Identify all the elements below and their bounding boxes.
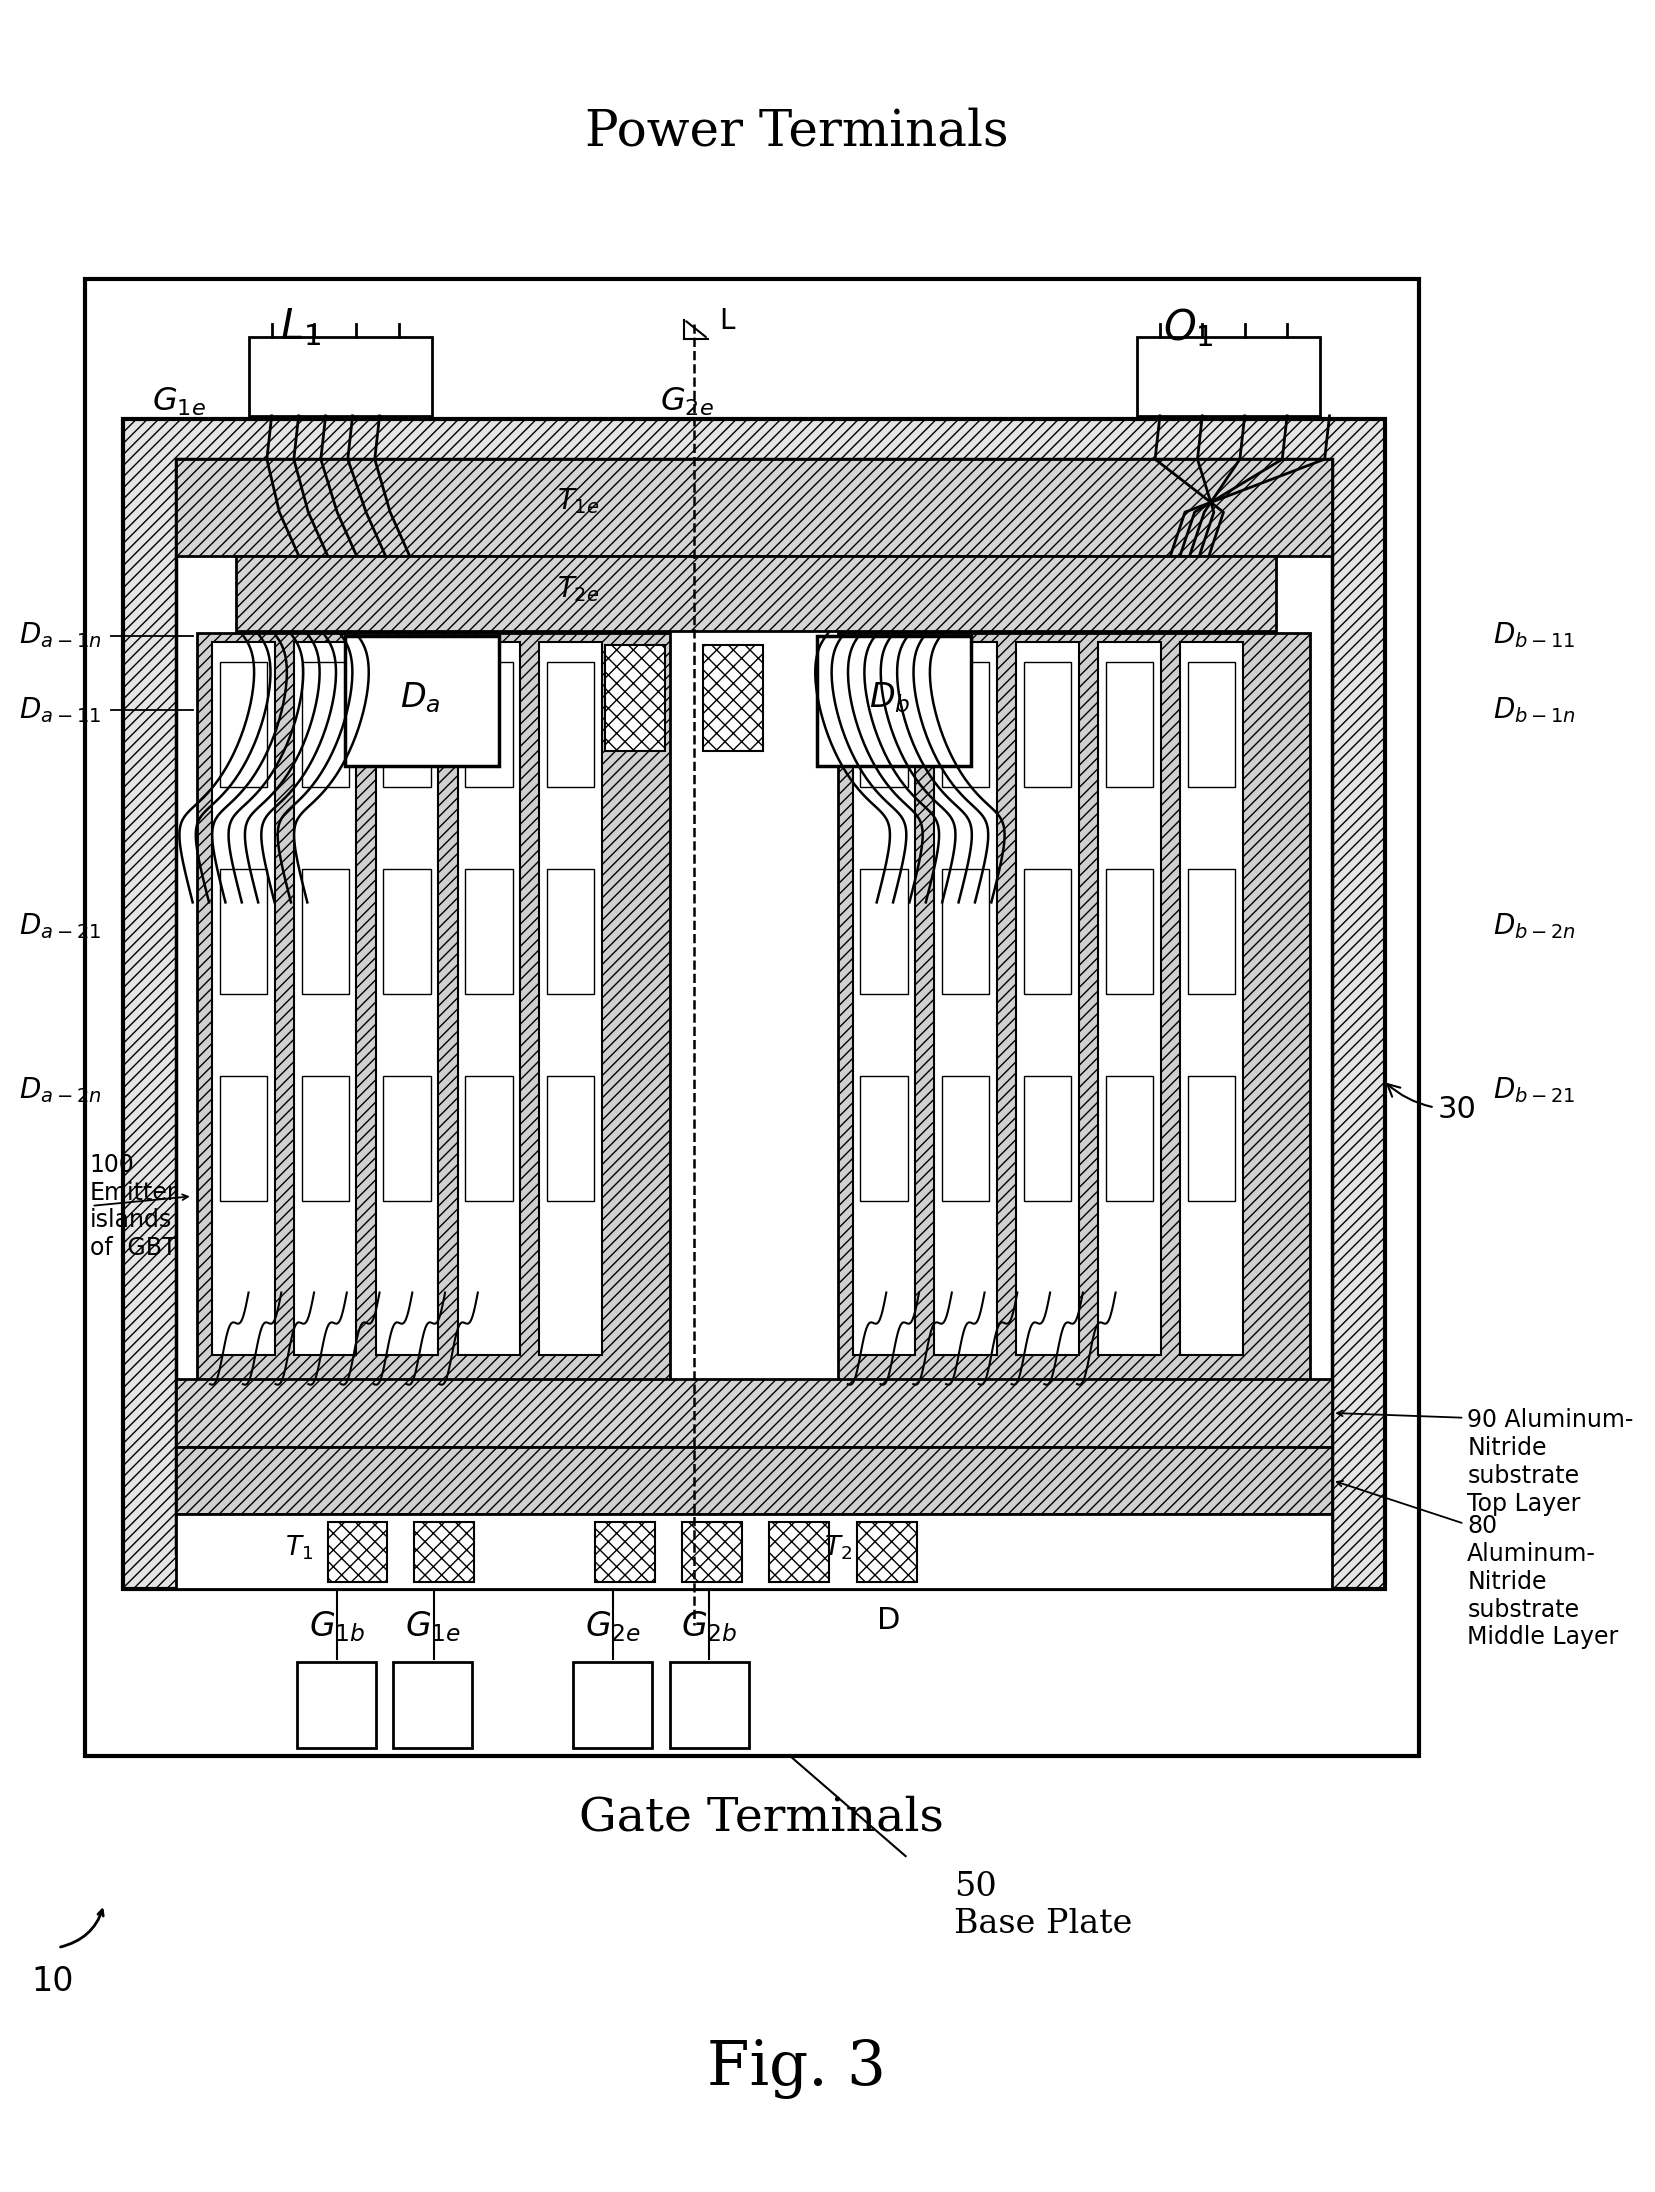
- Bar: [220, 868, 266, 993]
- Text: $G_{2b}$: $G_{2b}$: [680, 1609, 736, 1644]
- Text: $T_{1e}$: $T_{1e}$: [556, 487, 599, 515]
- Text: 10: 10: [31, 1964, 74, 1997]
- Text: $D_b$: $D_b$: [869, 680, 910, 715]
- Text: Power Terminals: Power Terminals: [584, 107, 1008, 156]
- Text: 100
Emitter
islands
of IGBT: 100 Emitter islands of IGBT: [89, 1153, 177, 1260]
- Bar: [1137, 338, 1319, 416]
- Bar: [177, 1447, 1332, 1515]
- Bar: [465, 662, 513, 787]
- Bar: [392, 1662, 472, 1749]
- Bar: [770, 1521, 829, 1583]
- Bar: [942, 868, 990, 993]
- Bar: [1188, 662, 1235, 787]
- Text: $O_1$: $O_1$: [1163, 305, 1215, 349]
- Bar: [935, 642, 996, 1355]
- Text: $G_{2e}$: $G_{2e}$: [584, 1609, 640, 1644]
- Bar: [540, 642, 602, 1355]
- Text: Gate Terminals: Gate Terminals: [579, 1795, 943, 1841]
- Bar: [1106, 662, 1154, 787]
- Bar: [1024, 868, 1071, 993]
- Bar: [237, 555, 1276, 631]
- Bar: [124, 419, 1385, 1589]
- Bar: [212, 642, 275, 1355]
- Text: $G_{1e}$: $G_{1e}$: [405, 1609, 462, 1644]
- Text: $D_{b-21}$: $D_{b-21}$: [1493, 1076, 1576, 1105]
- Bar: [1024, 1076, 1071, 1201]
- Bar: [1106, 1076, 1154, 1201]
- Bar: [596, 1521, 655, 1583]
- Bar: [1016, 642, 1079, 1355]
- Bar: [177, 458, 1332, 1552]
- Text: $D_{b-1n}$: $D_{b-1n}$: [1493, 695, 1576, 726]
- Bar: [384, 1076, 430, 1201]
- Text: $T_{2e}$: $T_{2e}$: [556, 574, 599, 605]
- Bar: [703, 644, 763, 752]
- Bar: [296, 1662, 376, 1749]
- Bar: [177, 1379, 1332, 1447]
- Bar: [414, 1521, 473, 1583]
- Bar: [465, 1076, 513, 1201]
- Bar: [1188, 868, 1235, 993]
- Text: $D_{a-1n}$: $D_{a-1n}$: [18, 620, 101, 651]
- Text: $G_{1e}$: $G_{1e}$: [152, 386, 205, 419]
- Bar: [301, 662, 349, 787]
- Text: $D_{a-2n}$: $D_{a-2n}$: [18, 1076, 101, 1105]
- Bar: [177, 458, 1332, 555]
- Bar: [344, 636, 500, 765]
- Text: $D_{a-21}$: $D_{a-21}$: [20, 912, 101, 940]
- Bar: [295, 642, 356, 1355]
- Bar: [548, 1076, 594, 1201]
- Bar: [384, 868, 430, 993]
- Bar: [837, 633, 1311, 1383]
- Text: L: L: [720, 307, 735, 335]
- Bar: [197, 633, 670, 1383]
- Bar: [670, 1662, 748, 1749]
- Bar: [84, 278, 1418, 1756]
- Text: Fig. 3: Fig. 3: [707, 2039, 885, 2100]
- Bar: [1188, 1076, 1235, 1201]
- Text: $L_1$: $L_1$: [280, 307, 321, 349]
- Bar: [818, 636, 971, 765]
- Bar: [861, 868, 907, 993]
- Bar: [606, 644, 665, 752]
- Text: $G_{1b}$: $G_{1b}$: [309, 1609, 366, 1644]
- Bar: [548, 868, 594, 993]
- Bar: [220, 1076, 266, 1201]
- Bar: [177, 1515, 1332, 1589]
- Text: 30: 30: [1387, 1085, 1476, 1124]
- Text: D: D: [877, 1605, 900, 1635]
- Text: 90 Aluminum-
Nitride
substrate
Top Layer: 90 Aluminum- Nitride substrate Top Layer: [1468, 1407, 1633, 1515]
- Bar: [857, 1521, 917, 1583]
- Bar: [301, 868, 349, 993]
- Text: $D_a$: $D_a$: [401, 680, 440, 715]
- Bar: [301, 1076, 349, 1201]
- Bar: [1024, 662, 1071, 787]
- Bar: [1106, 868, 1154, 993]
- Text: $D_{b-11}$: $D_{b-11}$: [1493, 620, 1576, 651]
- Text: $D_{a-11}$: $D_{a-11}$: [20, 695, 101, 726]
- Bar: [248, 338, 432, 416]
- Bar: [548, 662, 594, 787]
- Bar: [682, 1521, 741, 1583]
- Bar: [1180, 642, 1243, 1355]
- Text: $G_{2e}$: $G_{2e}$: [660, 386, 713, 419]
- Bar: [1099, 642, 1160, 1355]
- Bar: [861, 662, 907, 787]
- Bar: [852, 642, 915, 1355]
- Bar: [458, 642, 520, 1355]
- Text: $T_1$: $T_1$: [285, 1534, 313, 1563]
- Bar: [573, 1662, 652, 1749]
- Bar: [328, 1521, 387, 1583]
- Bar: [384, 662, 430, 787]
- Bar: [861, 1076, 907, 1201]
- Text: $T_2$: $T_2$: [824, 1534, 852, 1563]
- Bar: [942, 1076, 990, 1201]
- Bar: [942, 662, 990, 787]
- Bar: [376, 642, 439, 1355]
- Text: 50
Base Plate: 50 Base Plate: [953, 1870, 1132, 1940]
- Bar: [465, 868, 513, 993]
- Text: 80
Aluminum-
Nitride
substrate
Middle Layer: 80 Aluminum- Nitride substrate Middle La…: [1468, 1515, 1619, 1648]
- Text: $D_{b-2n}$: $D_{b-2n}$: [1493, 912, 1576, 940]
- Bar: [220, 662, 266, 787]
